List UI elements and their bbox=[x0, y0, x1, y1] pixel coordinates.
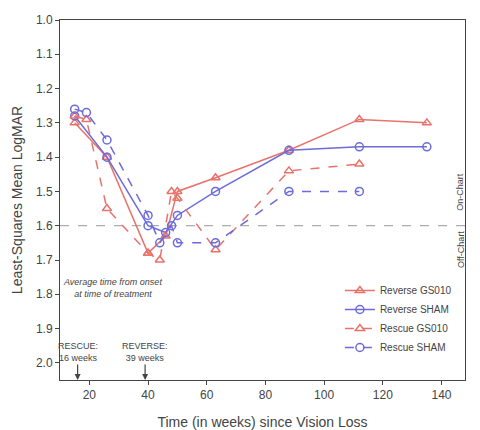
svg-text:60: 60 bbox=[200, 388, 214, 402]
svg-text:Rescue GS010: Rescue GS010 bbox=[380, 323, 448, 334]
svg-text:1.5: 1.5 bbox=[36, 185, 53, 199]
svg-text:Time (in weeks) since Vision L: Time (in weeks) since Vision Loss bbox=[157, 414, 367, 430]
svg-text:REVERSE:39 weeks: REVERSE:39 weeks bbox=[122, 341, 168, 363]
svg-text:Rescue SHAM: Rescue SHAM bbox=[380, 342, 446, 353]
svg-text:20: 20 bbox=[83, 388, 97, 402]
svg-text:40: 40 bbox=[141, 388, 155, 402]
svg-text:Average time from onsetat time: Average time from onsetat time of treatm… bbox=[63, 277, 162, 299]
svg-text:80: 80 bbox=[259, 388, 273, 402]
svg-text:Least-Squares Mean LogMAR: Least-Squares Mean LogMAR bbox=[9, 106, 25, 294]
svg-text:1.9: 1.9 bbox=[36, 322, 53, 336]
svg-text:1.3: 1.3 bbox=[36, 116, 53, 130]
svg-text:140: 140 bbox=[432, 388, 452, 402]
svg-text:1.8: 1.8 bbox=[36, 287, 53, 301]
svg-text:1.2: 1.2 bbox=[36, 82, 53, 96]
svg-text:On-Chart: On-Chart bbox=[455, 173, 465, 211]
svg-text:2.0: 2.0 bbox=[36, 356, 53, 370]
svg-text:100: 100 bbox=[314, 388, 334, 402]
svg-text:1.1: 1.1 bbox=[36, 47, 53, 61]
svg-text:1.0: 1.0 bbox=[36, 13, 53, 27]
svg-text:Reverse SHAM: Reverse SHAM bbox=[380, 304, 449, 315]
svg-text:RESCUE:16 weeks: RESCUE:16 weeks bbox=[58, 341, 98, 363]
svg-text:Off-Chart: Off-Chart bbox=[456, 231, 466, 268]
svg-text:1.4: 1.4 bbox=[36, 150, 53, 164]
svg-text:1.6: 1.6 bbox=[36, 219, 53, 233]
svg-text:1.7: 1.7 bbox=[36, 253, 53, 267]
svg-text:120: 120 bbox=[373, 388, 393, 402]
svg-text:Reverse GS010: Reverse GS010 bbox=[380, 285, 452, 296]
